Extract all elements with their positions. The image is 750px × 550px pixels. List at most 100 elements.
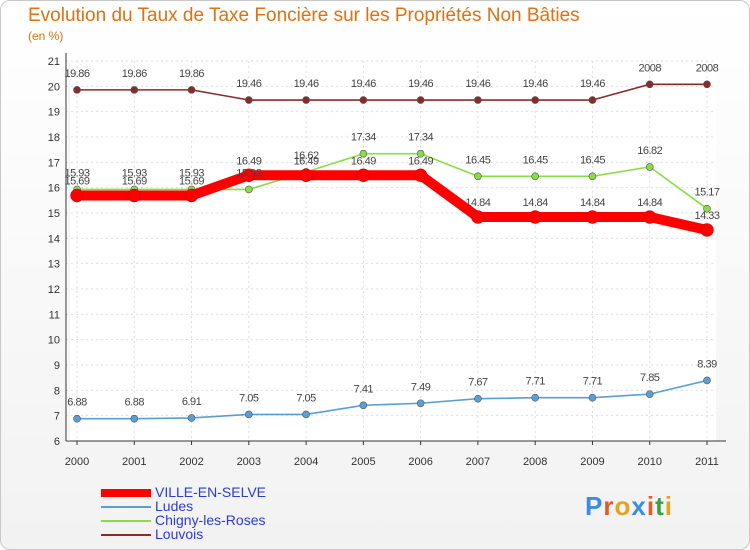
data-point bbox=[184, 188, 199, 203]
x-tick-label: 2000 bbox=[65, 456, 89, 468]
data-label: 19.86 bbox=[64, 68, 89, 80]
logo-letter: i bbox=[664, 491, 673, 521]
legend-item: VILLE-EN-SELVE bbox=[101, 484, 361, 501]
y-tick-label: 18 bbox=[48, 132, 60, 144]
logo-letter: x bbox=[631, 491, 647, 521]
y-tick-label: 15 bbox=[48, 208, 60, 220]
data-point bbox=[127, 188, 142, 203]
data-label: 15.17 bbox=[694, 187, 719, 199]
data-label: 7.41 bbox=[354, 383, 374, 395]
data-point bbox=[302, 410, 310, 419]
x-tick-label: 2011 bbox=[695, 456, 719, 468]
data-label: 16.62 bbox=[294, 150, 319, 162]
data-point bbox=[359, 401, 368, 410]
legend-item: Chigny-les-Roses bbox=[101, 512, 361, 529]
legend-label: Ludes bbox=[155, 498, 194, 514]
y-tick-label: 13 bbox=[48, 259, 60, 271]
series-line-ville-en-selve bbox=[72, 170, 712, 235]
data-label: 19.46 bbox=[580, 78, 605, 90]
x-tick-label: 2008 bbox=[523, 456, 547, 468]
data-point bbox=[474, 96, 482, 104]
data-label: 6.88 bbox=[67, 397, 87, 409]
data-label: 14.84 bbox=[637, 197, 662, 209]
data-point bbox=[299, 168, 313, 183]
data-point bbox=[245, 96, 253, 104]
x-tick-label: 2005 bbox=[351, 456, 375, 468]
data-point bbox=[585, 210, 600, 224]
data-label: 14.84 bbox=[465, 197, 490, 209]
data-label: 16.82 bbox=[637, 145, 662, 157]
series-line-chigny-les-roses bbox=[76, 152, 708, 210]
data-point bbox=[416, 96, 425, 104]
data-label: 17.34 bbox=[351, 132, 376, 144]
data-label: 14.84 bbox=[580, 197, 605, 209]
y-tick-label: 8 bbox=[54, 385, 60, 397]
data-label: 15.69 bbox=[179, 176, 204, 188]
data-label: 19.86 bbox=[179, 68, 204, 80]
data-label: 19.46 bbox=[523, 78, 548, 90]
data-point bbox=[528, 210, 542, 224]
legend-label: Louvois bbox=[155, 526, 204, 542]
x-tick-label: 2007 bbox=[466, 456, 490, 468]
y-tick-label: 16 bbox=[48, 183, 60, 195]
logo-letter: t bbox=[655, 491, 665, 521]
data-label: 17.34 bbox=[408, 132, 433, 144]
data-label: 16.49 bbox=[236, 155, 261, 167]
legend-label: VILLE-EN-SELVE bbox=[155, 484, 267, 500]
data-label: 19.46 bbox=[351, 78, 376, 90]
data-point bbox=[70, 188, 84, 203]
data-label: 16.45 bbox=[523, 154, 548, 166]
data-point bbox=[474, 172, 482, 181]
data-point bbox=[130, 414, 139, 423]
data-label: 19.86 bbox=[122, 68, 147, 80]
data-point bbox=[703, 80, 711, 89]
x-tick-label: 2002 bbox=[179, 456, 203, 468]
data-point bbox=[356, 168, 371, 183]
data-point bbox=[130, 86, 139, 94]
data-label: 16.49 bbox=[408, 155, 433, 167]
chart-title: Evolution du Taux de Taxe Foncière sur l… bbox=[28, 5, 580, 26]
logo-letter: i bbox=[646, 491, 656, 521]
logo-letter: r bbox=[603, 491, 615, 521]
x-tick-label: 2003 bbox=[237, 456, 261, 468]
data-point bbox=[73, 414, 81, 423]
data-label: 8.39 bbox=[697, 358, 717, 370]
y-tick-label: 6 bbox=[54, 436, 60, 448]
x-tick-label: 2010 bbox=[637, 456, 661, 468]
legend-swatch bbox=[101, 506, 151, 508]
data-label: 16.49 bbox=[351, 155, 376, 167]
y-tick-label: 21 bbox=[48, 56, 60, 68]
data-label: 7.85 bbox=[640, 372, 660, 384]
data-label: 15.69 bbox=[64, 176, 89, 188]
data-label: 15.93 bbox=[179, 167, 204, 179]
data-label: 15.93 bbox=[122, 167, 147, 179]
data-point bbox=[531, 393, 539, 402]
data-point bbox=[703, 376, 711, 385]
data-point bbox=[416, 149, 425, 158]
y-tick-label: 10 bbox=[48, 335, 60, 347]
data-point bbox=[245, 185, 253, 194]
x-tick-label: 2001 bbox=[122, 456, 146, 468]
data-point bbox=[187, 86, 196, 94]
proxiti-logo: Proxiti bbox=[585, 491, 673, 522]
data-point bbox=[474, 394, 482, 403]
data-label: 16.49 bbox=[294, 155, 319, 167]
data-point bbox=[359, 149, 368, 158]
data-label: 2008 bbox=[696, 62, 719, 74]
data-point bbox=[700, 223, 714, 237]
y-tick-label: 11 bbox=[49, 309, 60, 321]
data-point bbox=[187, 414, 196, 422]
data-label: 7.71 bbox=[583, 376, 603, 388]
data-point bbox=[302, 96, 310, 104]
data-point bbox=[242, 168, 256, 183]
data-point bbox=[531, 172, 539, 181]
series-line-ludes bbox=[76, 379, 708, 420]
data-point bbox=[359, 96, 368, 104]
data-point bbox=[531, 96, 539, 104]
legend-swatch bbox=[101, 489, 151, 497]
data-label: 15.69 bbox=[122, 176, 147, 188]
data-point bbox=[73, 86, 81, 94]
y-tick-label: 17 bbox=[48, 157, 60, 169]
